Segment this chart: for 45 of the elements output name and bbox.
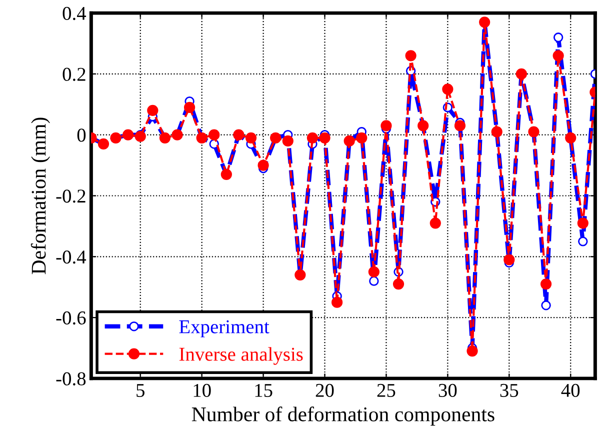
point (466, 345, 478, 357)
y-tick-label: 0 (77, 128, 86, 142)
x-tick-label: 5 (136, 384, 144, 397)
point (258, 160, 269, 171)
x-tick-label: 15 (255, 384, 272, 397)
x-tick-label: 30 (438, 384, 457, 397)
point (319, 132, 330, 144)
point (405, 50, 416, 62)
point (552, 50, 564, 62)
y-tick-label: -0.4 (56, 250, 86, 264)
point (306, 132, 318, 144)
y-tick-label: -0.8 (56, 372, 86, 386)
x-tick-label: 25 (377, 384, 396, 397)
y-tick-label: 0.2 (62, 68, 86, 81)
y-axis-title: Deformation (mm) (30, 118, 50, 274)
point (578, 236, 588, 246)
legend-label: Experiment (179, 320, 270, 338)
point (332, 296, 343, 308)
point (553, 32, 564, 42)
point (368, 266, 380, 278)
point (282, 135, 294, 146)
point (430, 218, 441, 229)
point (147, 104, 158, 116)
y-tick-label: -0.6 (56, 311, 86, 325)
point (577, 218, 588, 229)
point (380, 120, 392, 132)
y-tick-label: 0.4 (62, 6, 86, 20)
point (541, 300, 551, 310)
point (504, 254, 515, 266)
legend-label: Inverse analysis (179, 347, 303, 365)
point (392, 278, 404, 290)
point (208, 129, 220, 140)
x-tick-label: 35 (500, 384, 518, 397)
x-tick-label: 40 (561, 384, 580, 397)
point (184, 102, 196, 113)
point (245, 132, 257, 144)
x-tick-label: 20 (316, 384, 334, 397)
point (442, 84, 454, 95)
point (454, 120, 466, 132)
y-tick-label: -0.2 (56, 190, 86, 203)
x-tick-label: 10 (194, 384, 211, 397)
point (356, 132, 368, 144)
x-axis-title: Number of deformation components (192, 406, 494, 426)
point (369, 276, 379, 286)
point (540, 278, 552, 290)
